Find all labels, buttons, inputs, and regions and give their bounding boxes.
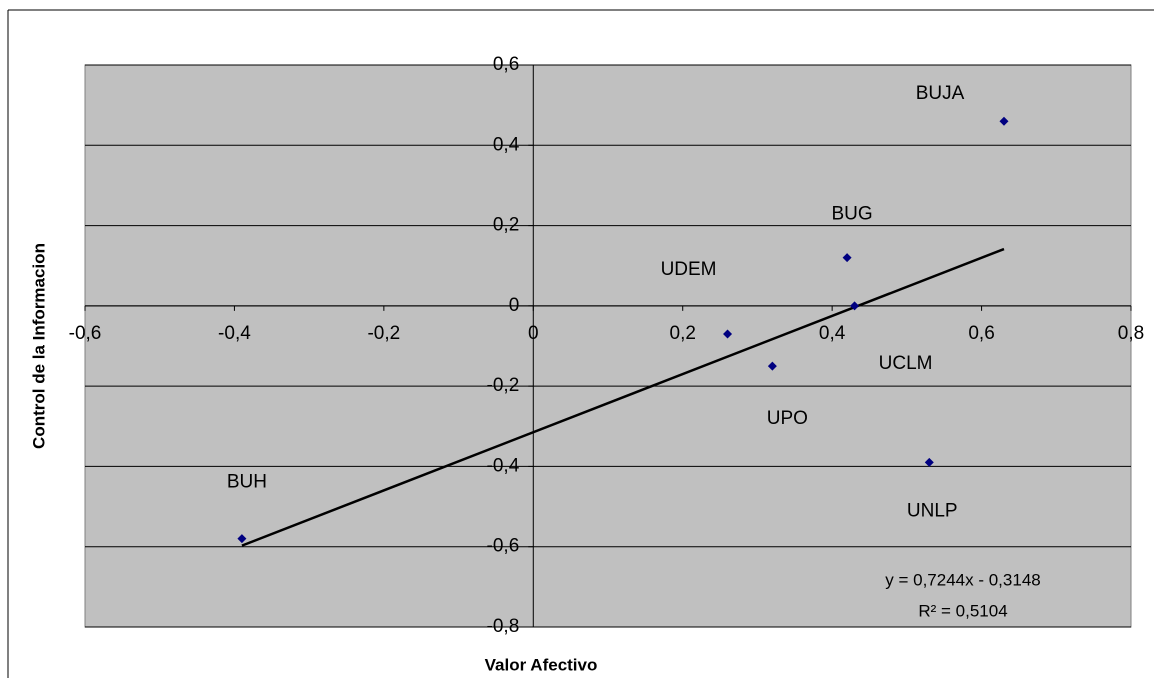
point-label: UPO xyxy=(767,408,808,429)
trendline xyxy=(241,247,1005,547)
y-tick-label: 0,2 xyxy=(493,215,519,236)
y-tick-label: 0,6 xyxy=(493,54,519,75)
point xyxy=(767,361,777,371)
point xyxy=(999,116,1009,126)
y-axis-title: Control de la Informacion xyxy=(29,243,48,449)
point xyxy=(850,301,860,311)
point xyxy=(924,457,934,467)
trendline-equation: y = 0,7244x - 0,3148 xyxy=(885,570,1040,589)
y-tick-label: -0,4 xyxy=(487,455,520,476)
plot-area xyxy=(84,64,1132,628)
x-tick-label: -0,2 xyxy=(367,323,400,344)
point-label: UCLM xyxy=(879,353,933,374)
point xyxy=(723,329,733,339)
trendline-r-squared: R² = 0,5104 xyxy=(918,601,1007,620)
point-label: BUJA xyxy=(916,83,965,104)
x-tick-label: -0,4 xyxy=(218,323,251,344)
point-label: BUH xyxy=(227,472,267,493)
point-label: BUG xyxy=(831,204,872,225)
point-label: UDEM xyxy=(661,259,717,280)
x-tick-label: -0,6 xyxy=(69,323,102,344)
y-tick-label: -0,6 xyxy=(487,536,520,557)
x-tick-label: 0,4 xyxy=(819,323,846,344)
y-tick-label: 0,4 xyxy=(493,134,520,155)
x-tick-label: 0,6 xyxy=(968,323,994,344)
point xyxy=(842,253,852,263)
point-label: UNLP xyxy=(907,500,958,521)
point xyxy=(237,534,247,544)
x-tick-label: 0,8 xyxy=(1118,323,1144,344)
y-tick-label: -0,8 xyxy=(487,616,520,637)
x-tick-label: 0,2 xyxy=(670,323,696,344)
y-tick-label: -0,2 xyxy=(487,375,520,396)
x-axis-title: Valor Afectivo xyxy=(485,655,598,674)
